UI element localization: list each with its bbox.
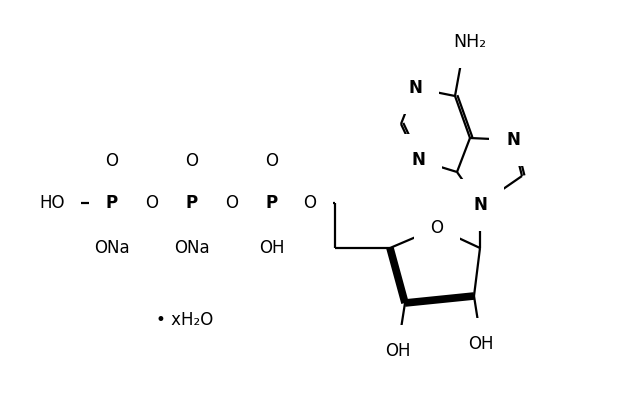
Text: P: P [106,194,118,212]
Text: • xH₂O: • xH₂O [156,311,214,329]
Text: N: N [411,151,425,169]
Text: O: O [266,152,278,170]
Text: OH: OH [385,342,411,360]
Text: NH₂: NH₂ [453,33,486,51]
Text: O: O [303,194,317,212]
Text: O: O [225,194,239,212]
Text: ONa: ONa [94,239,130,257]
Text: O: O [186,152,198,170]
Text: P: P [266,194,278,212]
Text: N: N [408,79,422,97]
Text: ONa: ONa [174,239,210,257]
Text: O: O [106,152,118,170]
Text: OH: OH [468,335,493,353]
Text: O: O [145,194,159,212]
Text: N: N [473,196,487,214]
Text: HO: HO [39,194,65,212]
Text: N: N [506,131,520,149]
Text: OH: OH [259,239,285,257]
Text: O: O [431,219,444,237]
Text: P: P [186,194,198,212]
